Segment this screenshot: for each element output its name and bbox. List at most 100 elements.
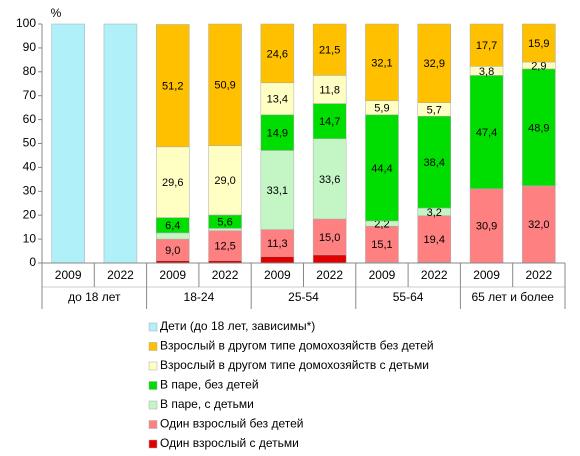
data-label: 51,2 [162,81,183,93]
bar-segment [522,68,556,187]
x-tick-label: 2022 [421,268,448,282]
bar-segment [208,23,242,146]
data-label: 5,6 [217,217,232,229]
bar-segment [208,230,242,261]
legend-label: В паре, без детей [160,378,259,392]
data-label: 5,9 [374,103,389,115]
bar-segment [260,23,295,84]
bar-segment [260,256,295,264]
x-tick-label: 2009 [159,268,186,282]
data-label: 29,0 [214,175,235,187]
bar-segment [522,23,556,63]
data-label: 5,7 [427,104,442,116]
data-label: 15,9 [528,38,549,50]
data-label: 17,7 [476,40,497,52]
y-tick-label: 0 [29,255,36,269]
group-label: 25-54 [288,290,319,304]
data-label: 14,7 [319,116,340,128]
legend-swatch [148,361,158,371]
x-tick-label: 2009 [264,268,291,282]
bar-segment [260,229,295,257]
bar-segment [522,185,556,263]
legend-swatch [148,439,158,449]
data-label: 12,5 [214,241,235,253]
bar-segment [156,24,190,148]
y-unit-label: % [51,6,62,20]
x-tick-label: 2022 [107,268,134,282]
bar-segment [312,75,347,104]
data-label: 19,4 [424,234,445,246]
bar-segment [312,254,347,264]
y-tick-label: 20 [23,207,37,221]
group-label: 65 лет и более [471,290,554,304]
bar-segment [365,23,399,101]
data-label: 11,8 [319,84,340,96]
bar-segment [312,103,347,139]
bar-segment [51,23,85,264]
data-label: 50,9 [214,80,235,92]
data-label: 2,9 [531,60,546,72]
data-label: 3,2 [427,207,442,219]
bar-segment [312,138,347,220]
data-label: 44,4 [371,163,392,175]
bar-segment [417,23,451,103]
data-label: 14,9 [267,128,288,140]
y-tick-label: 50 [23,136,37,150]
y-tick-label: 60 [23,112,37,126]
data-label: 29,6 [162,177,183,189]
data-label: 32,1 [371,57,392,69]
legend-swatch [148,322,158,332]
y-tick-label: 100 [16,16,36,30]
bar-segment [208,228,242,231]
legend-swatch [148,420,158,429]
data-label: 33,6 [319,174,340,186]
data-label: 9,0 [165,245,180,257]
data-label: 48,9 [528,122,549,134]
legend-swatch [148,342,158,351]
y-tick-label: 30 [23,183,37,197]
bar-segment [208,145,242,216]
legend-label: Взрослый в другом типе домохозяйств с де… [160,358,429,372]
data-label: 24,6 [267,48,288,60]
bar-segment [156,146,190,218]
data-label: 21,5 [319,45,340,57]
group-label: 18-24 [184,290,215,304]
legend-label: Один взрослый без детей [160,417,304,431]
x-tick-label: 2009 [369,268,396,282]
data-label: 2,2 [374,218,389,230]
bar-segment [417,215,451,263]
bar-segment [469,75,504,189]
data-label: 13,4 [267,94,288,106]
x-tick-label: 2009 [55,268,82,282]
y-tick-label: 70 [23,88,37,102]
data-label: 47,4 [476,127,497,139]
bar-segment [260,82,295,116]
bar-segment [260,150,295,230]
bar-segment [365,114,399,222]
data-label: 11,3 [267,238,288,250]
data-label: 3,8 [479,66,494,78]
data-label: 30,9 [476,221,497,233]
y-tick-label: 40 [23,160,37,174]
data-label: 15,1 [371,239,392,251]
group-label: до 18 лет [68,290,121,304]
bar-segment [469,188,504,264]
data-label: 33,1 [267,185,288,197]
x-tick-label: 2009 [473,268,500,282]
data-label: 6,4 [165,220,180,232]
bar-segment [417,116,451,209]
x-tick-label: 2022 [212,268,239,282]
data-label: 32,0 [528,219,549,231]
data-label: 38,4 [424,157,445,169]
legend-label: Один взрослый с детьми [160,436,299,450]
legend-label: Взрослый в другом типе домохозяйств без … [160,339,434,353]
bar-segment [260,114,295,151]
bar-segment [103,23,138,264]
bar-segment [469,23,504,67]
x-tick-label: 2022 [316,268,343,282]
bar-segment [312,218,347,256]
data-label: 15,0 [319,232,340,244]
y-tick-label: 80 [23,64,37,78]
legend-swatch [148,381,158,390]
